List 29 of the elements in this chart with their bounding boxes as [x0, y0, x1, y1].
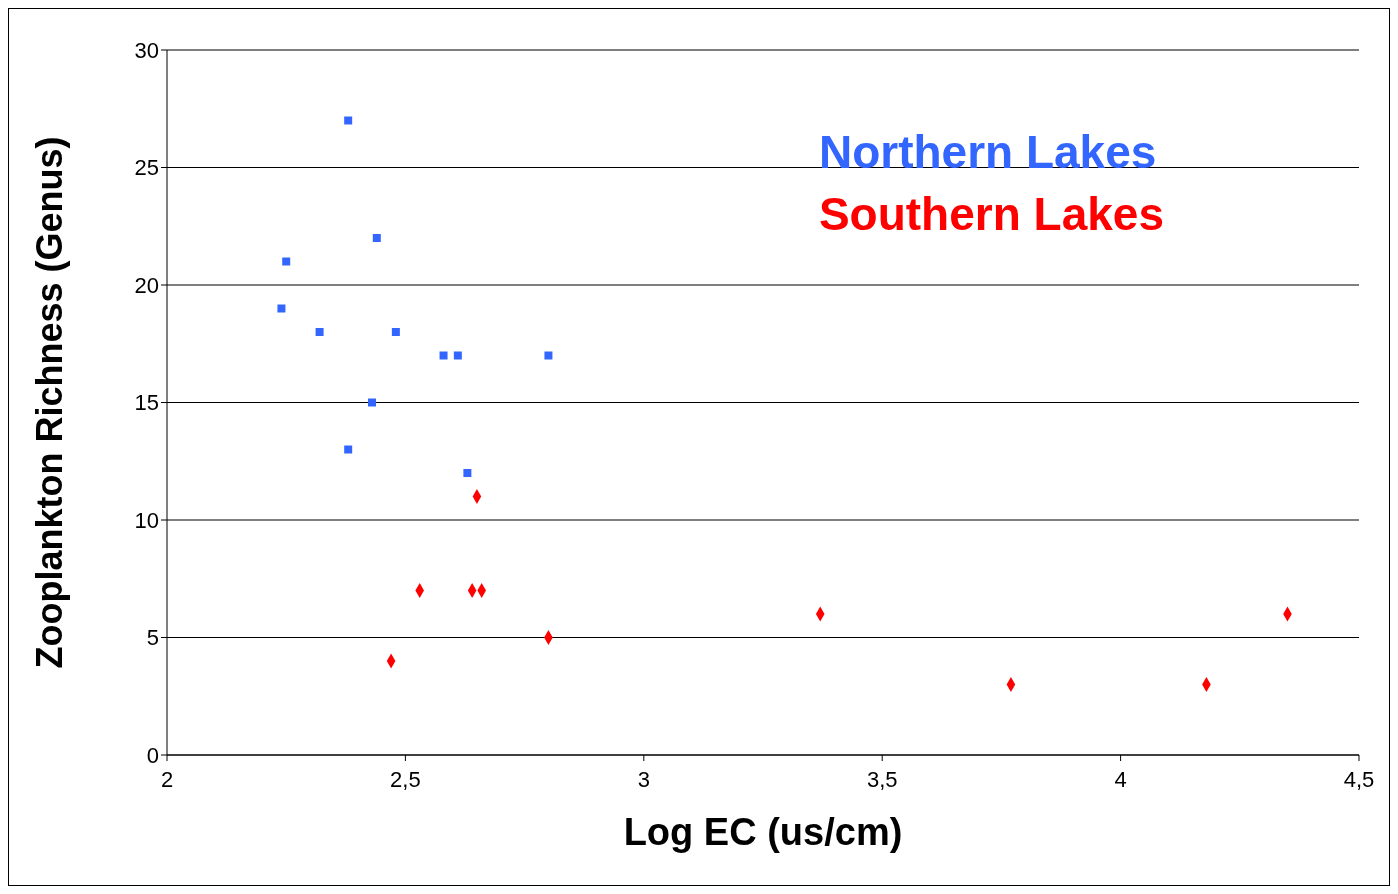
- point: [344, 116, 353, 125]
- y-tick-label: 15: [134, 390, 159, 416]
- y-tick-label: 20: [134, 272, 159, 298]
- point: [277, 304, 286, 313]
- x-tick-label: 4,5: [1343, 766, 1375, 792]
- point: [453, 351, 462, 360]
- x-tick-label: 3: [637, 766, 650, 792]
- y-tick-label: 5: [146, 625, 159, 651]
- point: [391, 328, 400, 336]
- y-tick-label: 10: [134, 507, 159, 533]
- point: [463, 469, 472, 477]
- x-axis-title: Log EC (us/cm): [623, 811, 903, 853]
- x-tick-label: 4: [1114, 766, 1127, 792]
- x-tick-label: 3,5: [866, 766, 898, 792]
- y-tick-label: 30: [134, 37, 159, 63]
- x-tick-label: 2: [160, 766, 174, 792]
- y-tick-label: 25: [134, 155, 159, 181]
- point: [544, 351, 553, 360]
- point: [372, 234, 381, 242]
- text: Northern Lakes: [818, 125, 1158, 180]
- point: [368, 398, 377, 407]
- point: [315, 328, 324, 336]
- text: Southern Lakes: [818, 187, 1164, 242]
- point: [439, 351, 448, 360]
- x-tick-label: 2,5: [390, 766, 421, 792]
- point: [344, 445, 353, 454]
- point: [282, 257, 291, 266]
- y-axis-title: Zooplankton Richness (Genus): [28, 136, 70, 669]
- y-tick-label: 0: [146, 742, 159, 768]
